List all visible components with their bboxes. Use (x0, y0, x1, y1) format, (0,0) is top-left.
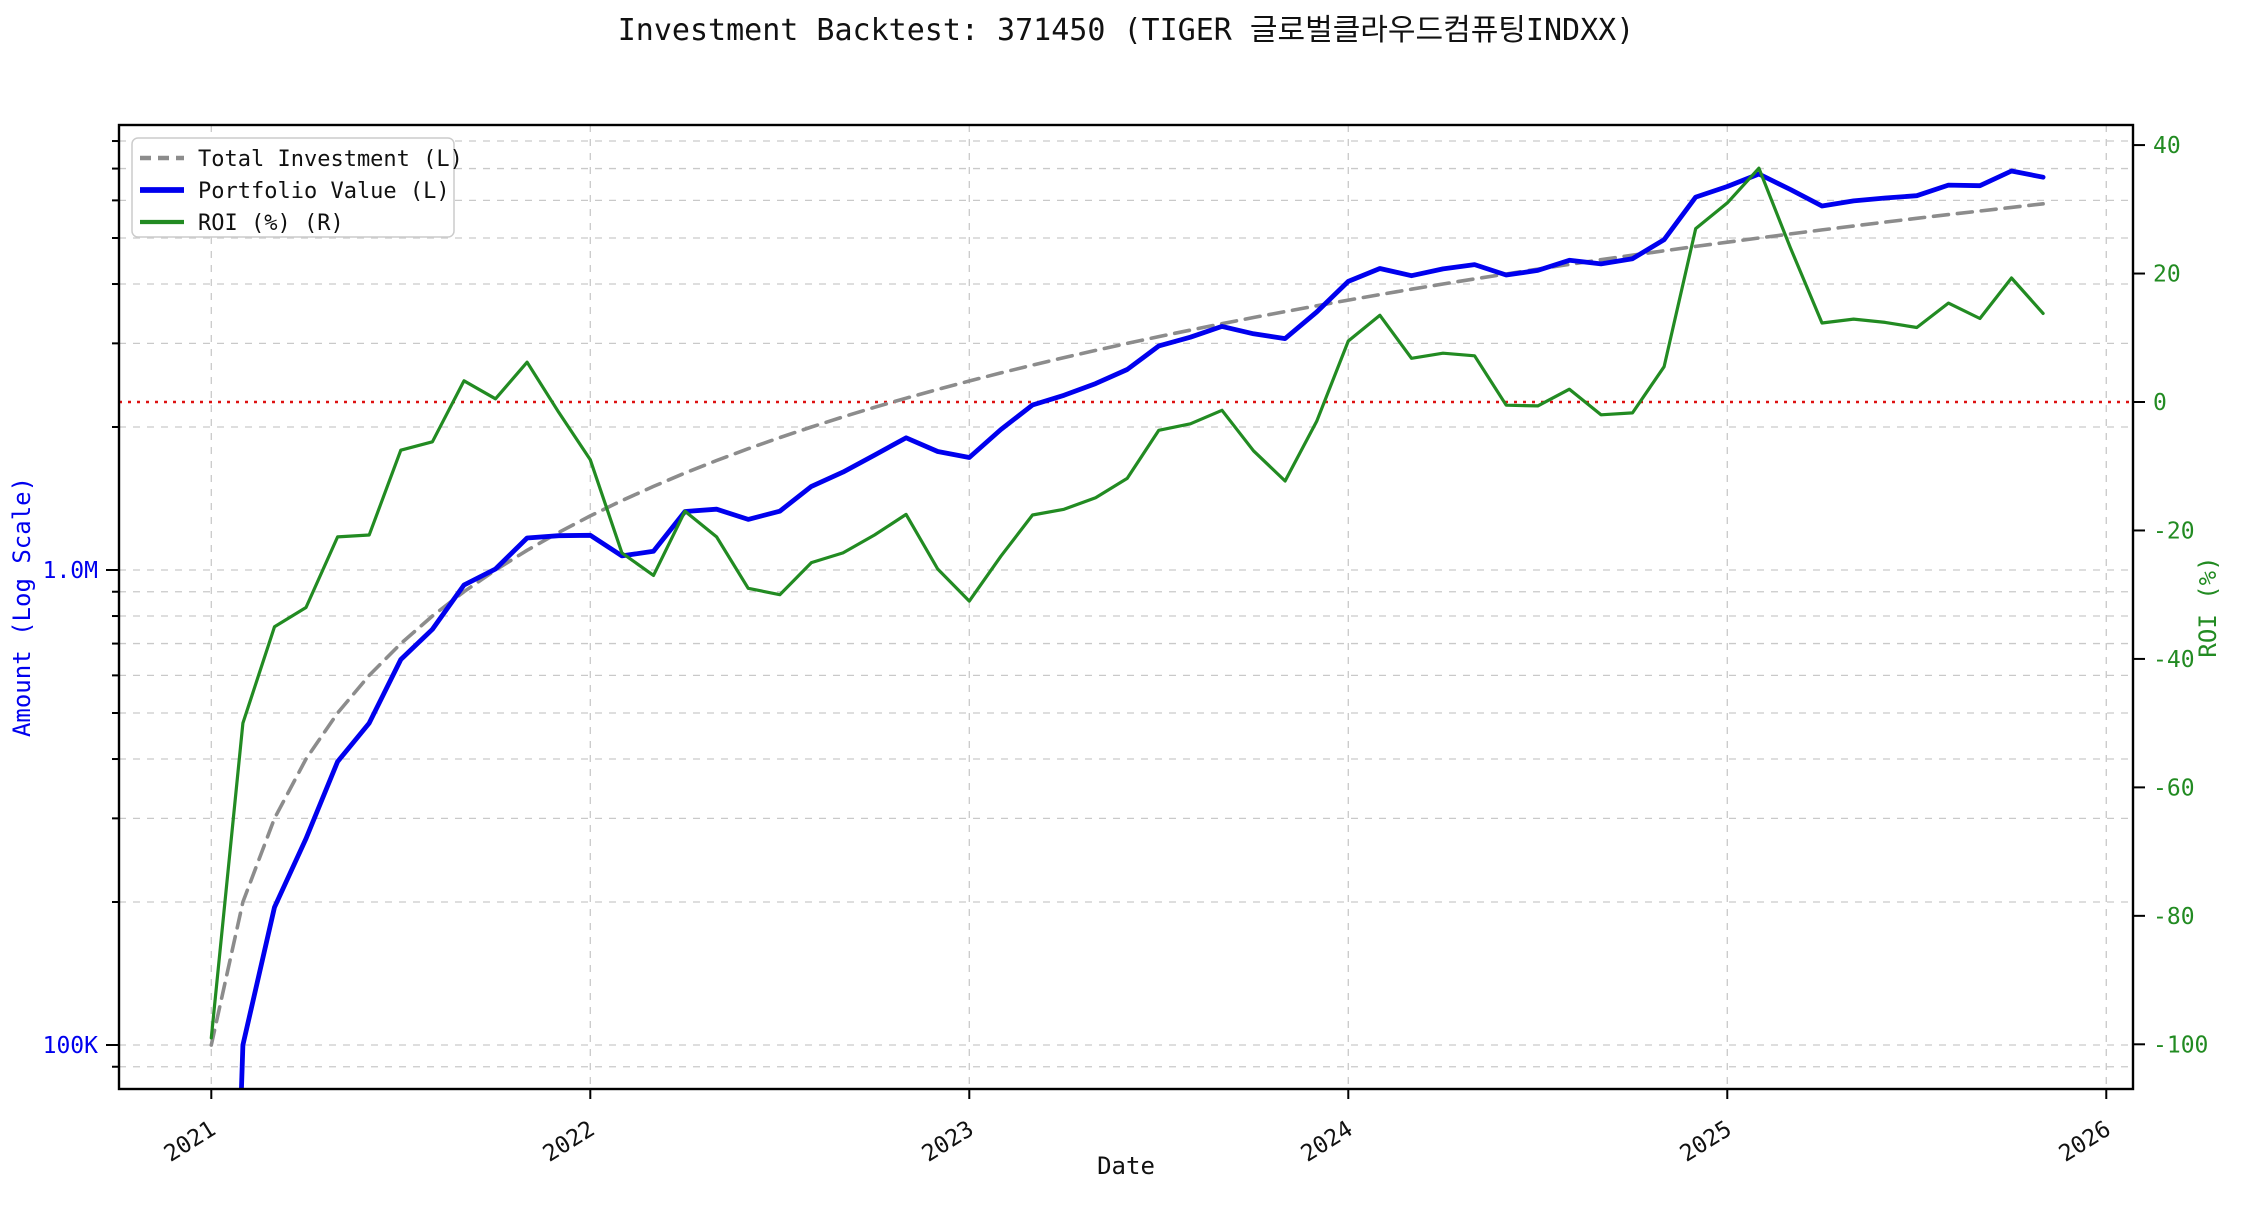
right-tick-label: -40 (2153, 647, 2195, 673)
total-investment-line (209, 202, 2045, 1047)
left-tick-label: 1.0M (43, 558, 98, 584)
x-tick-label: 2024 (1297, 1116, 1358, 1167)
right-tick-label: -100 (2153, 1032, 2208, 1058)
legend-label: Portfolio Value (L) (198, 179, 450, 204)
legend-box (131, 137, 455, 238)
right-tick-label: 40 (2153, 133, 2181, 159)
right-tick-label: -80 (2153, 904, 2195, 930)
left-axis-label: Amount (Log Scale) (8, 477, 36, 737)
legend-label: Total Investment (L) (198, 147, 463, 172)
right-tick-label: 0 (2153, 390, 2167, 416)
x-tick-label: 2026 (2055, 1116, 2116, 1167)
axis-ticks: 2021 2022 2023 2024 2025 2026 100K 1.0M 40 20 0 -20… (43, 133, 2209, 1167)
right-tick-label: -20 (2153, 518, 2195, 544)
x-tick-label: 2022 (539, 1116, 600, 1167)
x-axis-label: Date (1097, 1152, 1155, 1180)
gridlines (119, 125, 2133, 1089)
right-axis-label: ROI (%) (2194, 556, 2222, 657)
chart-title: Investment Backtest: 371450 (TIGER 글로벌클라… (618, 13, 1635, 48)
x-tick-label: 2021 (160, 1116, 221, 1167)
legend-label: ROI (%) (R) (198, 211, 344, 236)
x-tick-label: 2025 (1676, 1116, 1737, 1167)
left-tick-label: 100K (43, 1033, 99, 1059)
right-tick-label: 20 (2153, 262, 2181, 288)
portfolio-value-line (239, 168, 2046, 1089)
x-tick-label: 2023 (918, 1116, 979, 1167)
legend: Total Investment (L) Portfolio Value (L) R… (131, 137, 463, 238)
series-layer (119, 166, 2133, 1089)
plot-frame (117, 123, 2135, 1091)
roi-line (209, 166, 2045, 1040)
right-tick-label: -60 (2153, 775, 2195, 801)
